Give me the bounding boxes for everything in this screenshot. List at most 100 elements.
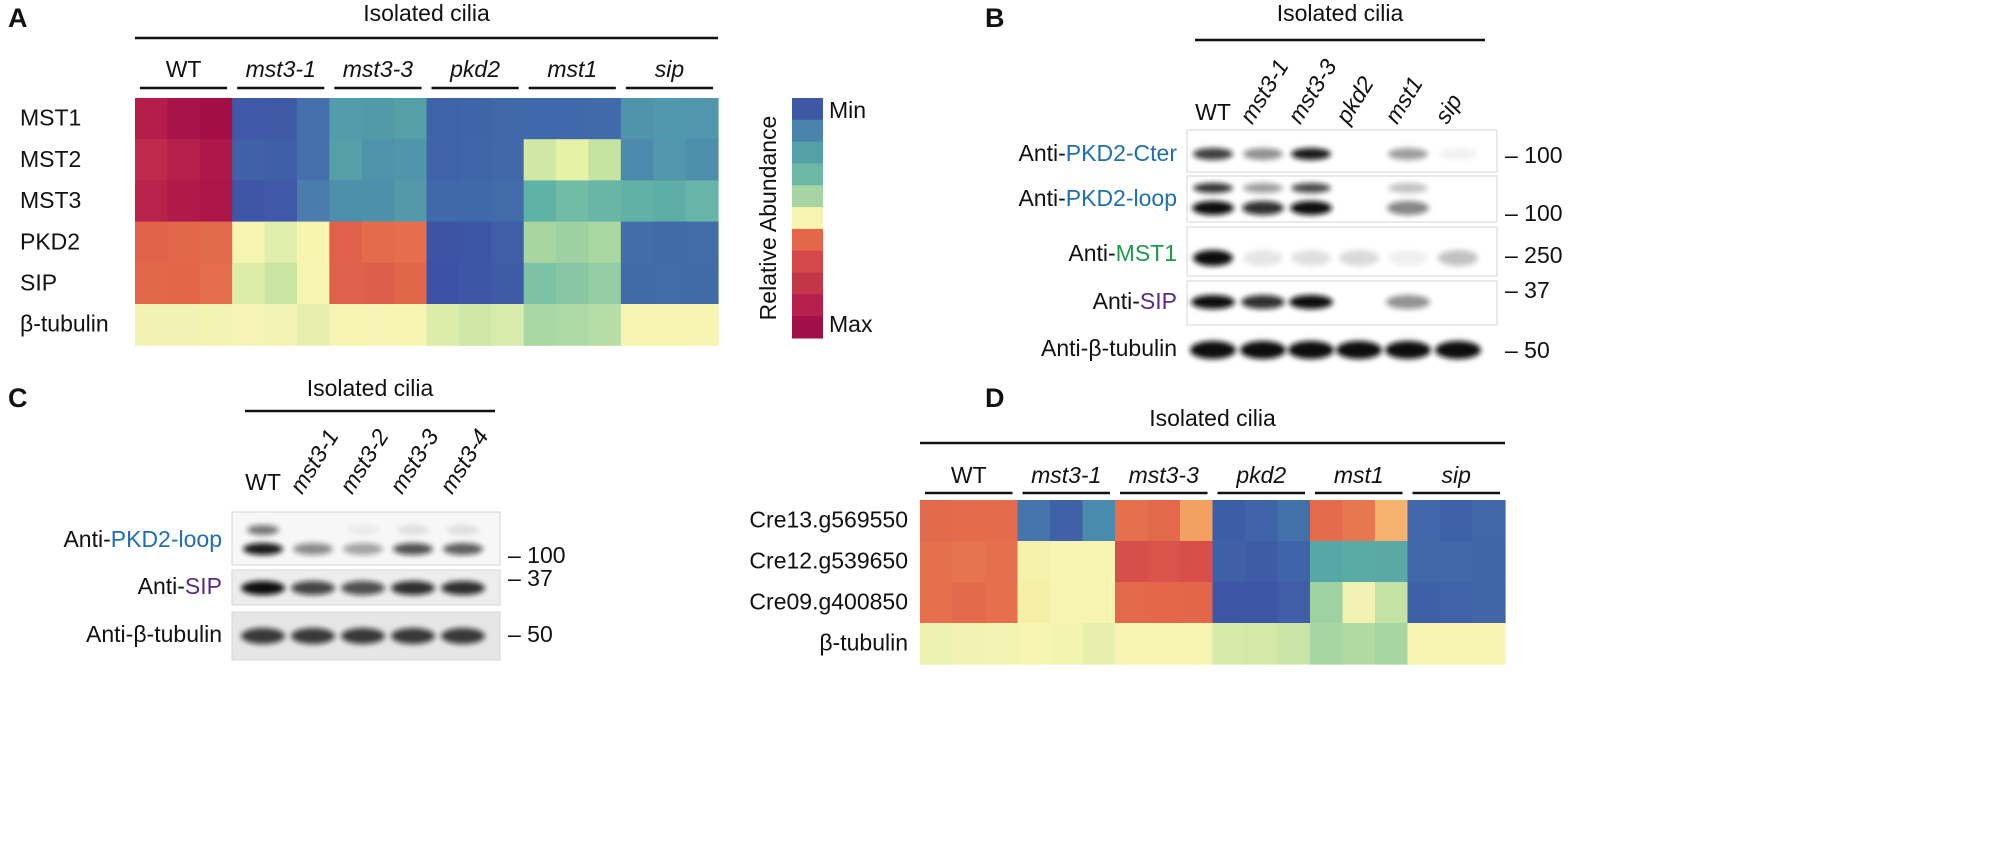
- heatmap-cell: [458, 262, 492, 305]
- lane-label: mst3-1: [1234, 54, 1293, 127]
- row-label: MST2: [20, 146, 81, 172]
- antibody-label: Anti-PKD2-loop: [63, 526, 222, 552]
- row-label: PKD2: [20, 228, 80, 254]
- blot-band: [291, 628, 335, 644]
- mw-marker: – 100: [508, 542, 566, 568]
- lane-label: mst3-2: [334, 424, 393, 498]
- heatmap-cell: [199, 262, 233, 305]
- blot-band: [1242, 201, 1284, 215]
- heatmap-cell: [1342, 541, 1376, 583]
- colorbar-axis-label: Relative Abundance: [755, 116, 781, 321]
- antibody-prefix: Anti-: [1041, 335, 1088, 361]
- heatmap-cell: [426, 98, 460, 140]
- blot-band: [1243, 148, 1283, 160]
- blot-band: [1291, 148, 1331, 160]
- lane-label: mst3-3: [384, 424, 443, 498]
- antibody-target: PKD2-loop: [1066, 185, 1177, 211]
- blot-band: [1388, 183, 1428, 193]
- heatmap-cell: [1277, 623, 1311, 665]
- heatmap-cell: [329, 221, 363, 264]
- blot-band: [441, 628, 485, 644]
- heatmap-cell: [920, 541, 954, 583]
- heatmap-cell: [1050, 623, 1084, 665]
- heatmap-cell: [1180, 623, 1214, 665]
- heatmap-cell: [1277, 541, 1311, 583]
- heatmap-cell: [232, 98, 266, 140]
- lane-label: WT: [1195, 99, 1231, 125]
- heatmap-cell: [199, 98, 233, 140]
- heatmap-cell: [1342, 623, 1376, 665]
- heatmap-cell: [426, 139, 460, 181]
- heatmap-cell: [135, 139, 168, 181]
- heatmap-cell: [296, 262, 330, 305]
- heatmap-cell: [1407, 582, 1441, 624]
- mw-marker: – 37: [508, 565, 553, 591]
- heatmap-cell: [199, 304, 233, 346]
- heatmap-cell: [135, 180, 168, 223]
- heatmap-cell: [1115, 541, 1149, 583]
- blot-strip: [1186, 226, 1498, 277]
- heatmap-cell: [426, 180, 460, 223]
- antibody-label: Anti-SIP: [1093, 288, 1177, 314]
- heatmap-cell: [264, 304, 298, 346]
- heatmap-cell: [361, 180, 395, 223]
- heatmap-cell: [1115, 623, 1149, 665]
- antibody-prefix: Anti-: [1093, 288, 1140, 314]
- blot-band: [1386, 295, 1430, 309]
- blot-band: [1243, 250, 1283, 266]
- heatmap-cell: [985, 500, 1019, 542]
- heatmap-cell: [135, 98, 168, 140]
- heatmap-cell: [1017, 500, 1051, 542]
- heatmap-cell: [135, 221, 168, 264]
- heatmap-cell: [1050, 500, 1084, 542]
- heatmap-cell: [653, 180, 687, 223]
- heatmap-cell: [296, 139, 330, 181]
- colorbar-swatch: [792, 228, 823, 252]
- colorbar-swatch: [792, 185, 823, 208]
- colorbar-min: Min: [829, 97, 866, 123]
- group-label: WT: [166, 56, 202, 82]
- heatmap-cell: [1407, 541, 1441, 583]
- heatmap-cell: [523, 98, 557, 140]
- heatmap-cell: [1277, 582, 1311, 624]
- heatmap-cell: [296, 98, 330, 140]
- blot-band: [347, 525, 379, 535]
- blot-band: [1243, 183, 1283, 193]
- antibody-prefix: Anti-: [138, 573, 185, 599]
- heatmap-cell: [199, 139, 233, 181]
- blot-strip: [1186, 175, 1498, 223]
- mw-marker: – 100: [1505, 142, 1563, 168]
- antibody-label: Anti-β-tubulin: [86, 621, 222, 647]
- heatmap-cell: [952, 582, 986, 624]
- heatmap-cell: [1147, 500, 1181, 542]
- heatmap-cell: [361, 98, 395, 140]
- panel-title: Isolated cilia: [1277, 0, 1404, 26]
- group-label: WT: [951, 462, 987, 488]
- heatmap-cell: [458, 139, 492, 181]
- heatmap-cell: [458, 98, 492, 140]
- heatmap-cell: [361, 262, 395, 305]
- antibody-target: SIP: [1140, 288, 1177, 314]
- heatmap-cell: [588, 139, 622, 181]
- blot-band: [1193, 183, 1233, 193]
- heatmap-cell: [329, 98, 363, 140]
- heatmap-cell: [491, 221, 525, 264]
- colorbar-swatch: [792, 119, 823, 143]
- antibody-target: SIP: [185, 573, 222, 599]
- blot-band: [1240, 341, 1286, 359]
- heatmap-cell: [1472, 541, 1506, 583]
- lane-label: sip: [1429, 89, 1467, 128]
- heatmap-cell: [491, 98, 525, 140]
- heatmap-cell: [653, 262, 687, 305]
- heatmap-cell: [620, 221, 654, 264]
- heatmap-cell: [588, 262, 622, 305]
- heatmap-cell: [1050, 582, 1084, 624]
- panel-letter: B: [985, 3, 1005, 33]
- colorbar-max: Max: [829, 311, 873, 337]
- blot-band: [1385, 341, 1431, 359]
- heatmap-cell: [296, 304, 330, 346]
- blot-band: [441, 581, 485, 595]
- lane-label: mst3-4: [434, 424, 493, 497]
- heatmap-cell: [491, 180, 525, 223]
